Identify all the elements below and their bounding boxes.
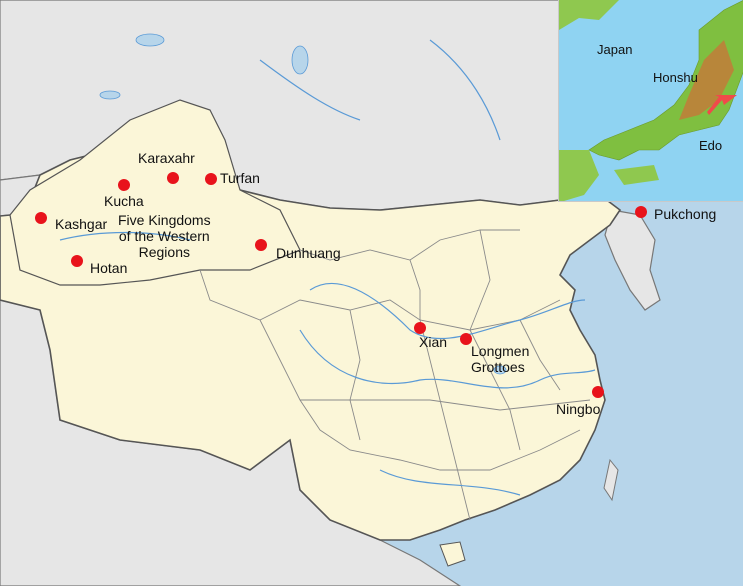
place-dot-karaxahr [167, 172, 179, 184]
inset-land-honshu [588, 0, 743, 161]
land-korea [604, 209, 661, 311]
region-label-five-kingdoms: Five Kingdoms of the Western Regions [118, 212, 211, 260]
place-dot-longmen [460, 333, 472, 345]
inset-base [559, 0, 743, 201]
place-dot-pukchong [635, 206, 647, 218]
xinjiang [9, 99, 301, 286]
inset-label-edo: Edo [699, 138, 723, 153]
place-dot-dunhuang [255, 239, 267, 251]
place-dot-ningbo [592, 386, 604, 398]
place-label-hotan: Hotan [90, 260, 128, 276]
place-label-karaxahr: Karaxahr [138, 150, 195, 166]
place-label-longmen: Longmen Grottoes [471, 343, 530, 375]
place-label-ningbo: Ningbo [556, 401, 601, 417]
place-dot-xian [414, 322, 426, 334]
land-taiwan [603, 458, 619, 502]
inset-land-mainland [559, 0, 619, 30]
inset-land-shikoku [614, 165, 659, 185]
inset-land-kyushu [559, 150, 599, 201]
lakes [99, 33, 507, 375]
province-borders [199, 229, 591, 521]
place-label-kucha: Kucha [104, 193, 144, 209]
place-dot-kashgar [35, 212, 47, 224]
place-dot-hotan [71, 255, 83, 267]
inset-label-japan: Japan [597, 42, 633, 57]
place-dot-turfan [205, 173, 217, 185]
rivers [59, 39, 596, 496]
place-label-turfan: Turfan [220, 170, 260, 186]
place-label-dunhuang: Dunhuang [276, 245, 341, 261]
inset-edo-arrow [707, 95, 737, 115]
inset-mountains [679, 40, 734, 120]
hainan [439, 541, 466, 567]
inset-map-japan: Japan Honshu Edo [558, 0, 743, 202]
inset-label-honshu: Honshu [653, 70, 698, 85]
place-dot-kucha [118, 179, 130, 191]
place-label-xian: Xian [419, 334, 448, 350]
place-label-pukchong: Pukchong [654, 206, 717, 222]
place-label-kashgar: Kashgar [55, 216, 108, 232]
